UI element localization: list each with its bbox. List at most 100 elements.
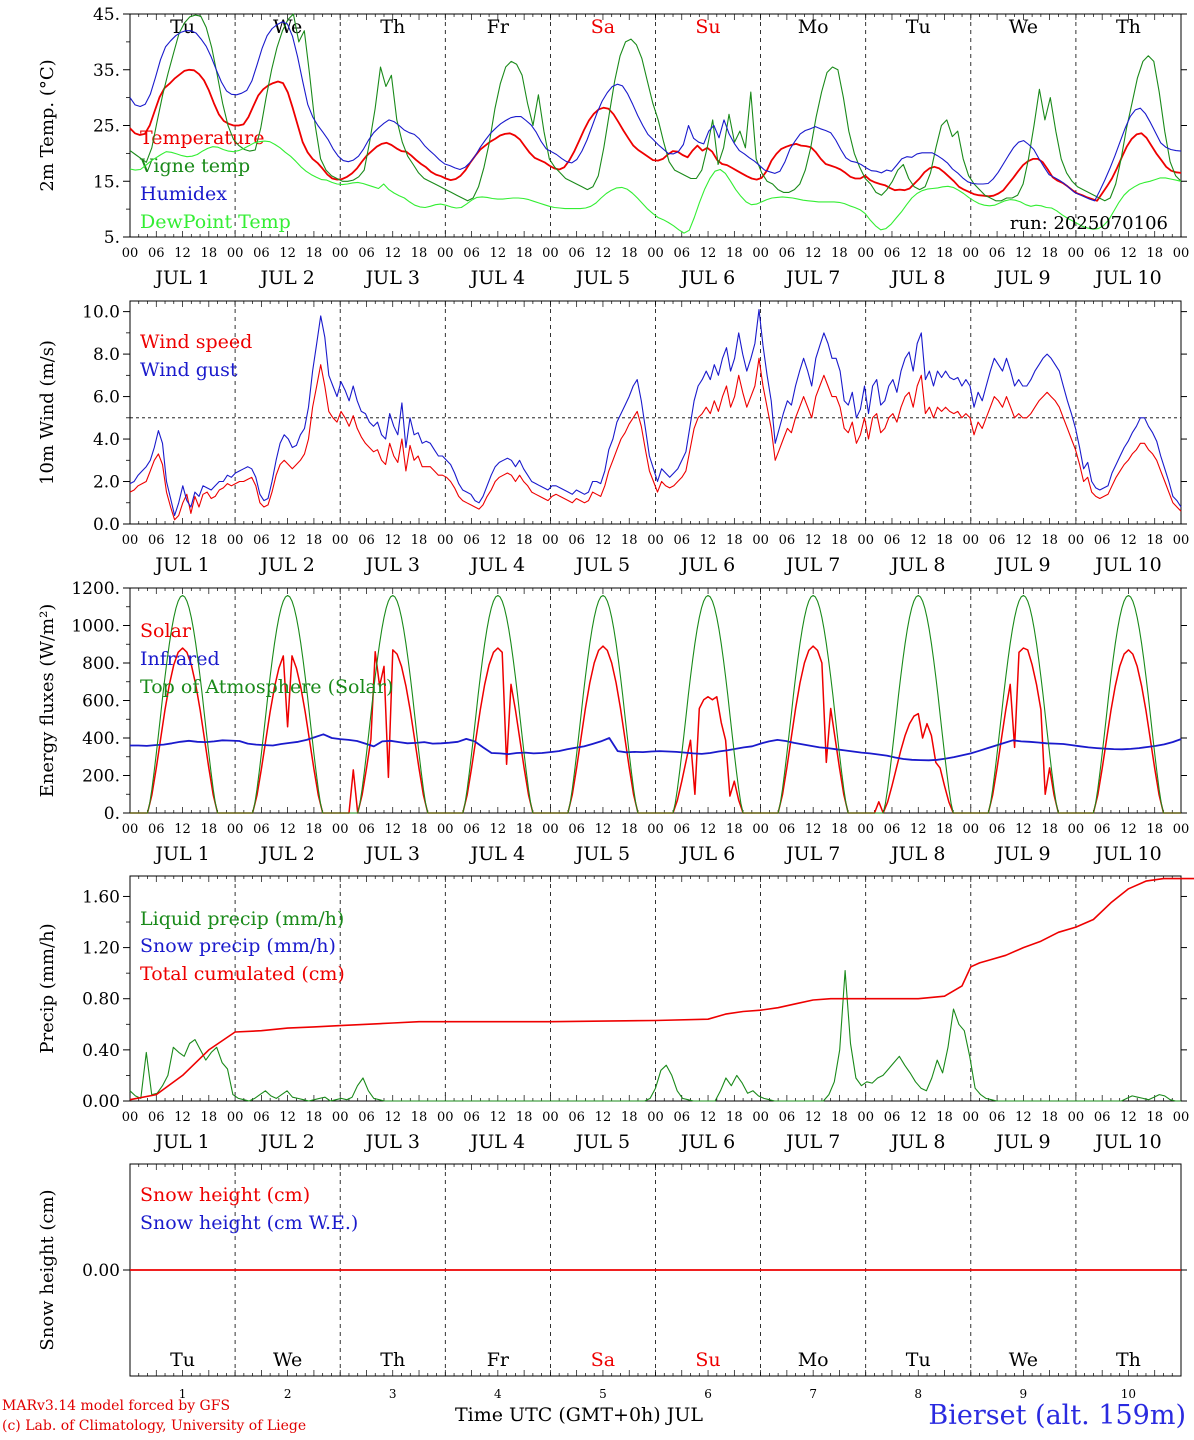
model-credit: MARv3.14 model forced by GFS [2,1398,231,1414]
hour-label: 06 [568,533,585,548]
hour-label: 12 [174,533,191,548]
date-label: JUL 10 [1093,1131,1161,1153]
y-axis-title: 2m Temp. (°C) [37,59,58,191]
series-wind-gust [129,308,1182,517]
hour-label: 00 [752,533,769,548]
weekday-label: Mo [798,16,829,38]
legend-snow-precip-mm-h: Snow precip (mm/h) [140,935,336,957]
series-liquid-precip-mm-h [129,970,1181,1102]
hour-label: 18 [411,533,428,548]
hour-label: 00 [1068,1110,1085,1125]
hour-label: 18 [201,533,218,548]
y-tick-label: 1000. [71,617,120,637]
hour-label: 06 [358,822,375,837]
hour-label: 00 [963,246,980,261]
hour-label: 06 [568,1110,585,1125]
day-number: 10 [1121,1387,1136,1401]
weekday-label: Tu [906,16,931,38]
panel-5: 0.00 Snow height (cm) Tu We Th Fr Sa Su Mo Tu We Th… [37,1163,1187,1401]
hour-label: 18 [621,1110,638,1125]
y-axis-title: Precip (mm/h) [37,923,58,1053]
hour-label: 12 [805,822,822,837]
hour-label: 12 [805,246,822,261]
hour-label: 18 [1041,822,1058,837]
hour-label: 06 [674,246,691,261]
date-label: JUL 4 [469,1131,525,1153]
date-label: JUL 4 [469,554,525,576]
hour-label: 18 [306,533,323,548]
hour-label: 12 [1120,246,1137,261]
hour-label: 00 [647,533,664,548]
hour-label: 00 [542,822,559,837]
hour-label: 06 [989,1110,1006,1125]
hour-label: 00 [857,1110,874,1125]
hour-label: 00 [1068,246,1085,261]
y-tick-label: 25. [93,117,120,137]
panel-4: 0.00 0.40 0.80 1.20 1.60 Precip (mm/h) 00 06 12 1… [37,875,1194,1153]
day-number: 9 [1020,1387,1028,1401]
hour-label: 06 [463,1110,480,1125]
hour-label: 00 [752,246,769,261]
y-tick-label: 1.20 [82,939,120,959]
hour-label: 00 [332,533,349,548]
hour-label: 00 [1068,822,1085,837]
hour-label: 00 [122,533,139,548]
hour-label: 18 [411,1110,428,1125]
day-number: 1 [179,1387,187,1401]
date-label: JUL 5 [574,267,630,289]
hour-label: 06 [253,533,270,548]
hour-label: 12 [490,533,507,548]
date-label: JUL 10 [1093,267,1161,289]
legend-dewpoint-temp: DewPoint Temp [140,211,291,233]
hour-label: 18 [831,1110,848,1125]
series-temperature [129,68,1182,202]
y-tick-label: 15. [93,172,120,192]
weekday-label: Th [1116,16,1141,38]
hour-label: 18 [936,1110,953,1125]
hour-label: 12 [595,822,612,837]
weekday-label: Sa [591,16,615,38]
hour-label: 18 [411,246,428,261]
hour-label: 06 [779,246,796,261]
y-tick-label: 200. [82,767,120,787]
date-label: JUL 3 [364,267,420,289]
date-label: JUL 6 [679,843,735,865]
hour-label-final: 00 [1173,822,1190,837]
weekday-label: Sa [591,1349,615,1371]
y-tick-label: 8.0 [93,345,120,365]
hour-label: 06 [148,246,165,261]
y-tick-label: 400. [82,729,120,749]
y-tick-label: 6.0 [93,388,120,408]
y-tick-label: 600. [82,692,120,712]
day-number: 5 [599,1387,607,1401]
y-tick-label: 0.00 [82,1092,120,1112]
date-label: JUL 8 [889,267,945,289]
hour-label: 12 [384,1110,401,1125]
hour-label: 12 [910,246,927,261]
hour-label: 18 [831,822,848,837]
hour-label: 18 [516,1110,533,1125]
hour-label: 00 [647,822,664,837]
hour-label: 12 [384,246,401,261]
weekday-label: Mo [798,1349,829,1371]
hour-label: 06 [989,246,1006,261]
date-label: JUL 1 [153,554,209,576]
hour-label: 06 [253,1110,270,1125]
hour-label: 06 [358,1110,375,1125]
date-label: JUL 7 [784,267,840,289]
y-tick-label: 800. [82,654,120,674]
series-total-cumulated-cm [129,877,1194,1101]
y-tick-label: 1200. [71,579,120,599]
weekday-label: Tu [906,1349,931,1371]
time-axis-label: Time UTC (GMT+0h) JUL [455,1404,703,1426]
y-tick-label: 1.60 [82,887,120,907]
hour-label-final: 00 [1173,1110,1190,1125]
hour-label: 18 [201,822,218,837]
hour-label: 18 [1146,1110,1163,1125]
date-label: JUL 9 [994,843,1050,865]
hour-label: 00 [647,1110,664,1125]
hour-label: 12 [700,822,717,837]
hour-label: 00 [227,1110,244,1125]
series-vigne-temp [129,13,1182,202]
date-label: JUL 10 [1093,843,1161,865]
